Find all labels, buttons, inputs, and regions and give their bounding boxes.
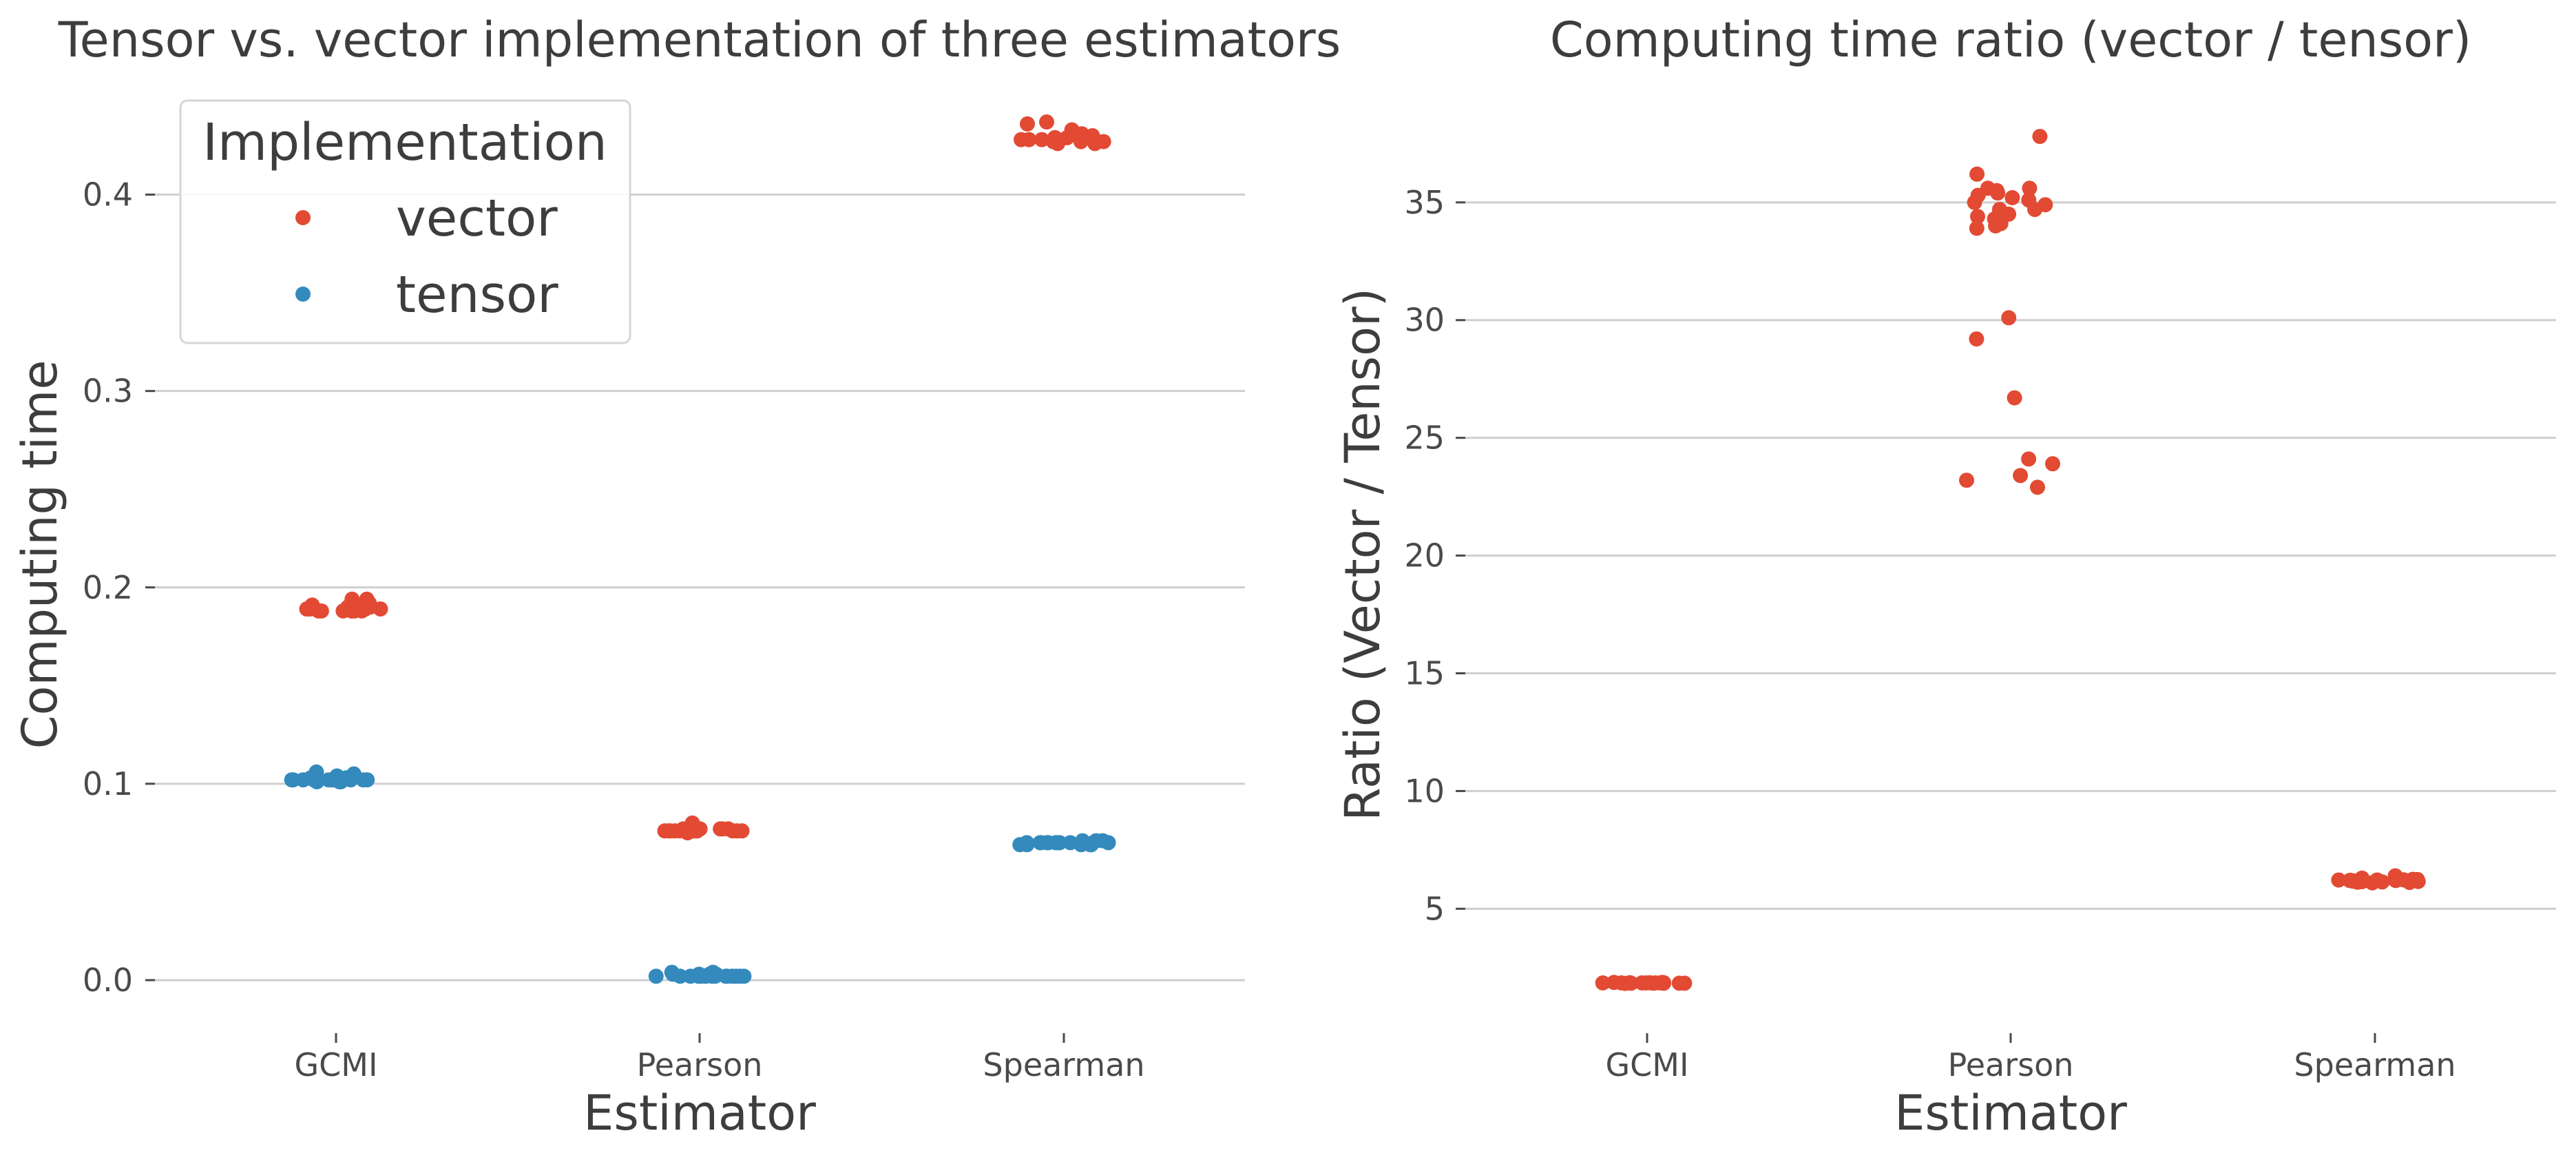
point-ratio-pearson xyxy=(1993,216,2009,231)
point-ratio-pearson xyxy=(1969,166,1985,182)
y-tick-label: 0.1 xyxy=(83,765,133,802)
point-ratio-spearman xyxy=(2331,872,2347,888)
point-vector-gcmi xyxy=(302,601,318,617)
left-y-axis-title: Computing time xyxy=(12,360,68,749)
left-x-axis-ticks: GCMI Pearson Spearman xyxy=(294,1033,1145,1083)
point-vector-spearman xyxy=(1020,116,1035,132)
point-vector-spearman xyxy=(1096,134,1111,149)
left-chart-title: Tensor vs. vector implementation of thre… xyxy=(58,12,1341,68)
point-vector-gcmi xyxy=(335,603,351,619)
y-tick-label: 20 xyxy=(1404,537,1445,574)
y-tick-label: 10 xyxy=(1404,772,1445,809)
right-x-axis-title: Estimator xyxy=(1894,1085,2127,1141)
point-vector-spearman xyxy=(1074,128,1089,143)
point-vector-pearson xyxy=(689,823,704,839)
right-chart-title: Computing time ratio (vector / tensor) xyxy=(1550,12,2471,68)
point-ratio-pearson xyxy=(1967,194,1982,210)
point-tensor-spearman xyxy=(1100,835,1116,851)
point-vector-pearson xyxy=(734,823,750,839)
point-ratio-pearson xyxy=(2001,310,2017,326)
left-y-axis-ticks: 0.0 0.1 0.2 0.3 0.4 xyxy=(83,176,155,999)
point-ratio-gcmi xyxy=(1634,975,1650,990)
point-vector-spearman xyxy=(1039,114,1054,130)
y-tick-label: 5 xyxy=(1425,890,1445,927)
point-ratio-pearson xyxy=(2007,390,2022,406)
x-tick-label-pearson: Pearson xyxy=(1948,1046,2074,1083)
y-tick-label: 0.3 xyxy=(83,373,133,410)
x-tick-label-gcmi: GCMI xyxy=(1605,1046,1688,1083)
right-chart: Computing time ratio (vector / tensor) 5… xyxy=(1334,12,2556,1141)
legend-label-vector: vector xyxy=(396,189,558,248)
right-y-axis-title: Ratio (Vector / Tensor) xyxy=(1334,288,1391,821)
point-tensor-spearman xyxy=(1082,837,1098,853)
right-y-axis-ticks: 5 10 15 20 25 30 35 xyxy=(1404,184,1465,927)
point-ratio-pearson xyxy=(2013,468,2029,484)
point-ratio-pearson xyxy=(2032,129,2048,145)
point-ratio-gcmi xyxy=(1623,975,1639,991)
point-ratio-pearson xyxy=(2004,190,2020,205)
point-vector-pearson xyxy=(715,821,730,837)
left-data-points xyxy=(284,114,1116,984)
point-ratio-gcmi xyxy=(1677,975,1693,991)
point-vector-pearson xyxy=(667,823,683,839)
x-tick-label-gcmi: GCMI xyxy=(294,1046,377,1083)
point-ratio-pearson xyxy=(2021,451,2037,467)
point-tensor-pearson xyxy=(724,968,740,984)
point-ratio-spearman xyxy=(2348,873,2364,889)
point-ratio-pearson xyxy=(2045,456,2060,472)
legend-label-tensor: tensor xyxy=(396,265,558,324)
point-tensor-gcmi xyxy=(309,772,325,788)
legend-marker-vector xyxy=(295,210,311,225)
point-ratio-pearson xyxy=(1969,220,1985,236)
point-tensor-gcmi xyxy=(285,772,301,788)
point-tensor-pearson xyxy=(648,968,664,984)
point-ratio-pearson xyxy=(2030,479,2045,495)
y-tick-label: 15 xyxy=(1404,655,1445,692)
legend-title: Implementation xyxy=(202,113,607,172)
y-tick-label: 35 xyxy=(1404,184,1445,221)
legend-item-tensor: tensor xyxy=(295,265,558,324)
point-vector-spearman xyxy=(1050,136,1065,152)
left-x-axis-title: Estimator xyxy=(583,1085,816,1141)
y-tick-label: 0.0 xyxy=(83,962,133,999)
legend-item-vector: vector xyxy=(295,189,558,248)
point-ratio-pearson xyxy=(1989,183,2004,198)
point-ratio-gcmi xyxy=(1595,975,1611,990)
point-vector-spearman xyxy=(1034,132,1049,147)
x-tick-label-pearson: Pearson xyxy=(637,1046,763,1083)
y-tick-label: 25 xyxy=(1404,419,1445,457)
point-tensor-pearson xyxy=(664,964,680,980)
x-tick-label-spearman: Spearman xyxy=(983,1046,1144,1083)
point-tensor-gcmi xyxy=(343,772,359,788)
y-tick-label: 0.2 xyxy=(83,569,133,606)
point-tensor-pearson xyxy=(707,968,723,984)
point-tensor-spearman xyxy=(1040,835,1056,851)
point-tensor-gcmi xyxy=(359,772,375,788)
point-tensor-gcmi xyxy=(329,768,345,784)
legend: Implementation vector tensor xyxy=(179,99,631,344)
point-ratio-gcmi xyxy=(1656,975,1672,990)
left-chart: Tensor vs. vector implementation of thre… xyxy=(12,12,1341,1141)
x-tick-label-spearman: Spearman xyxy=(2294,1046,2455,1083)
point-ratio-spearman xyxy=(2369,872,2385,888)
point-ratio-pearson xyxy=(1959,473,1974,488)
point-vector-gcmi xyxy=(359,591,375,607)
point-vector-spearman xyxy=(1014,132,1029,147)
point-ratio-pearson xyxy=(1969,331,1985,347)
y-tick-label: 0.4 xyxy=(83,176,133,214)
point-tensor-pearson xyxy=(736,968,752,984)
point-ratio-pearson xyxy=(2021,192,2037,208)
legend-marker-tensor xyxy=(295,287,311,302)
point-ratio-spearman xyxy=(2387,868,2403,884)
point-ratio-pearson xyxy=(1970,209,1985,225)
point-tensor-spearman xyxy=(1012,837,1028,853)
y-tick-label: 30 xyxy=(1404,302,1445,339)
right-x-axis-ticks: GCMI Pearson Spearman xyxy=(1605,1033,2456,1083)
right-data-points xyxy=(1595,129,2426,991)
point-ratio-spearman xyxy=(2409,871,2425,887)
legend-frame xyxy=(179,99,631,344)
point-ratio-pearson xyxy=(2022,180,2038,196)
